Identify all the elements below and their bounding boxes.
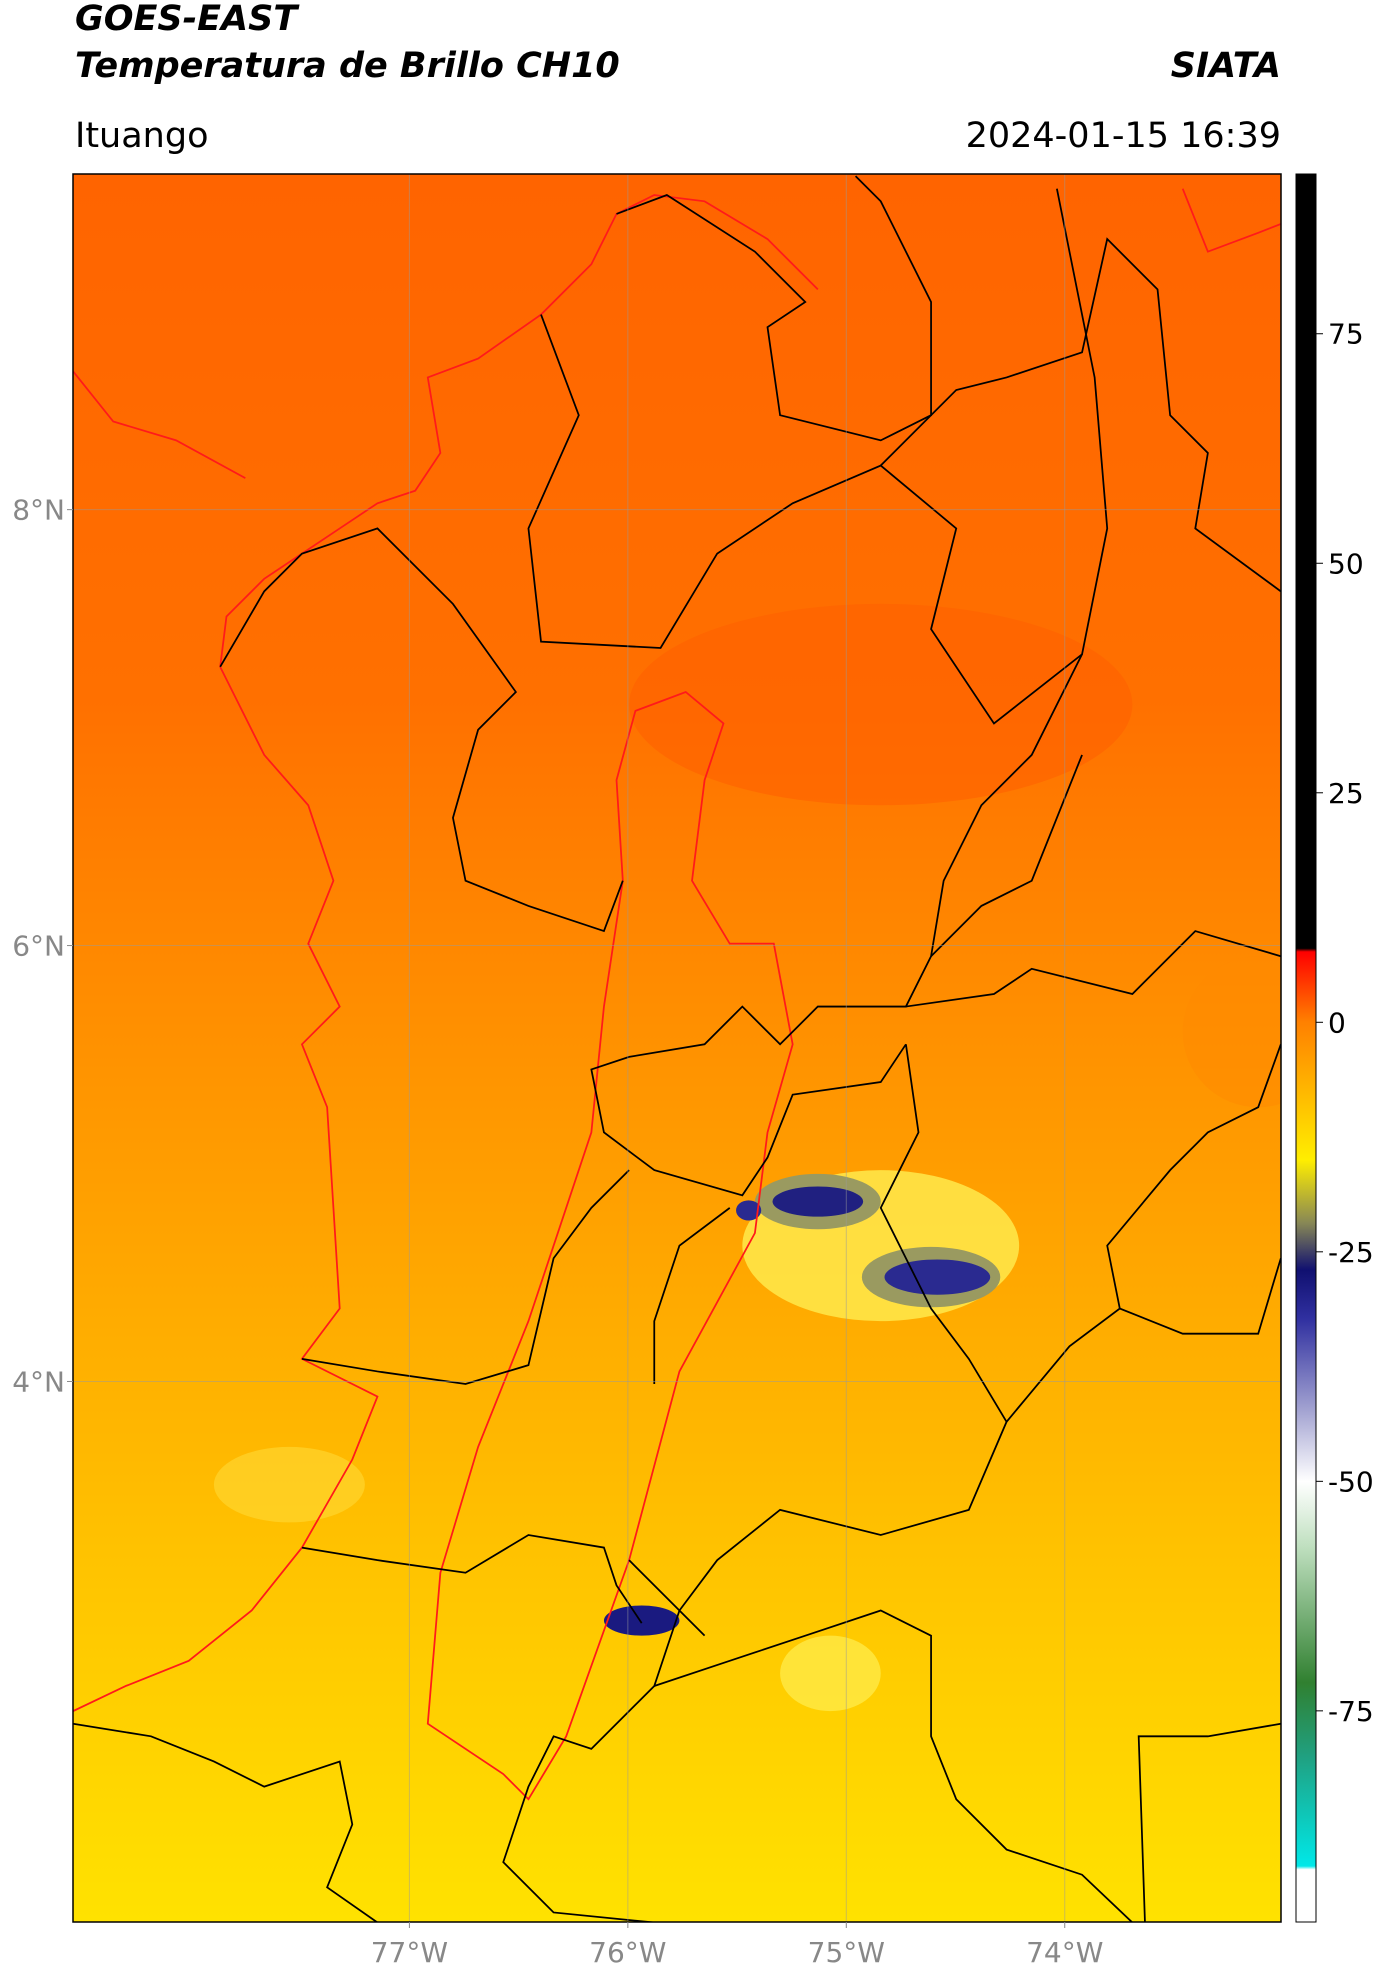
colorbar [1295,173,1317,1923]
y-tick-label: 6°N [12,930,65,963]
subtitle: Temperatura de Brillo CH10 [75,46,620,86]
colorbar-tick-label: 75 [1328,318,1364,351]
location: Ituango [75,116,209,156]
x-tick-label: 75°W [808,1936,885,1969]
y-tick-label: 8°N [12,494,65,527]
source: SIATA [1171,46,1281,86]
x-tick-label: 76°W [589,1936,666,1969]
grid [73,174,1281,1922]
map-background [73,174,1281,1922]
timestamp: 2024-01-15 16:39 [966,116,1281,156]
colorbar-tick-label: -75 [1328,1695,1374,1728]
map-features [73,175,1281,1922]
map-frame [72,173,1282,1923]
colorbar-tick-label: -25 [1328,1236,1374,1269]
colorbar-tick-label: 0 [1328,1006,1346,1039]
colorbar-tick-label: 25 [1328,777,1364,810]
x-tick-label: 77°W [371,1936,448,1969]
map [73,174,1281,1922]
colorbar-tick-label: -50 [1328,1465,1374,1498]
y-tick-label: 4°N [12,1365,65,1398]
title: GOES-EAST [75,0,300,39]
colorbar-tick-label: 50 [1328,547,1364,580]
x-tick-label: 74°W [1026,1936,1103,1969]
